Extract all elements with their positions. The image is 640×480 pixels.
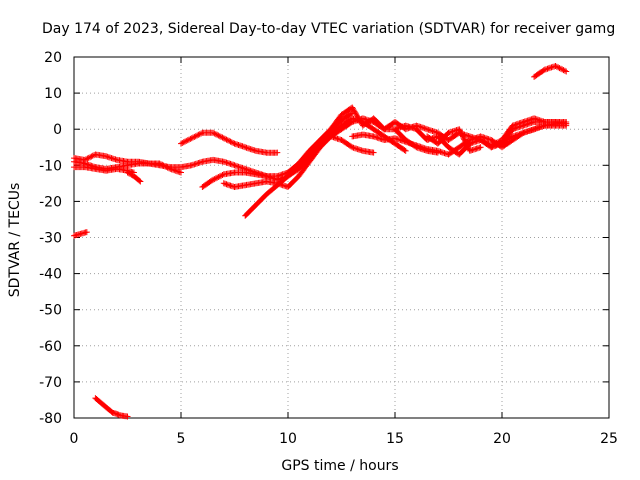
data-trace: [488, 120, 570, 151]
y-tick-label: -70: [39, 375, 62, 391]
x-tick-label: 0: [70, 431, 79, 447]
data-point-markers: [178, 129, 281, 156]
data-point-markers: [424, 126, 484, 154]
x-tick-label: 20: [493, 431, 511, 447]
data-point-markers: [327, 104, 570, 149]
chart-title: Day 174 of 2023, Sidereal Day-to-day VTE…: [42, 21, 615, 37]
data-point-markers: [242, 133, 377, 219]
data-point-markers: [392, 118, 570, 158]
y-tick-label: -10: [39, 158, 62, 174]
data-point-markers: [531, 63, 570, 80]
data-point-markers: [92, 395, 131, 420]
data-point-markers: [124, 169, 144, 185]
data-trace: [124, 169, 144, 185]
axis-ticks: 0 5 10 15 20 25 -80 -70 -60 -50 -40 -30 -20 -10 0 10 20: [39, 50, 618, 447]
y-tick-label: -60: [39, 339, 62, 355]
x-tick-label: 25: [600, 431, 618, 447]
y-tick-label: -20: [39, 194, 62, 210]
data-trace: [392, 118, 570, 158]
y-tick-label: 0: [53, 122, 62, 138]
data-trace: [71, 229, 90, 239]
data-layer: [71, 63, 570, 420]
data-trace: [92, 395, 131, 420]
y-tick-label: 10: [44, 86, 62, 102]
data-trace: [178, 129, 281, 156]
x-tick-label: 10: [279, 431, 297, 447]
y-tick-label: -80: [39, 411, 62, 427]
x-tick-label: 5: [177, 431, 186, 447]
data-trace: [424, 126, 484, 154]
y-tick-label: -40: [39, 267, 62, 283]
data-point-markers: [71, 151, 184, 176]
x-tick-label: 15: [386, 431, 404, 447]
data-trace: [71, 151, 184, 176]
data-trace: [242, 133, 377, 219]
data-trace: [327, 104, 570, 149]
grid: [74, 57, 609, 418]
y-axis-label: SDTVAR / TECUs: [7, 183, 23, 298]
x-axis-label: GPS time / hours: [281, 458, 398, 474]
y-tick-label: -30: [39, 231, 62, 247]
data-trace: [531, 63, 570, 80]
data-point-markers: [488, 120, 570, 151]
y-tick-label: -50: [39, 303, 62, 319]
data-point-markers: [71, 229, 90, 239]
y-tick-label: 20: [44, 50, 62, 66]
